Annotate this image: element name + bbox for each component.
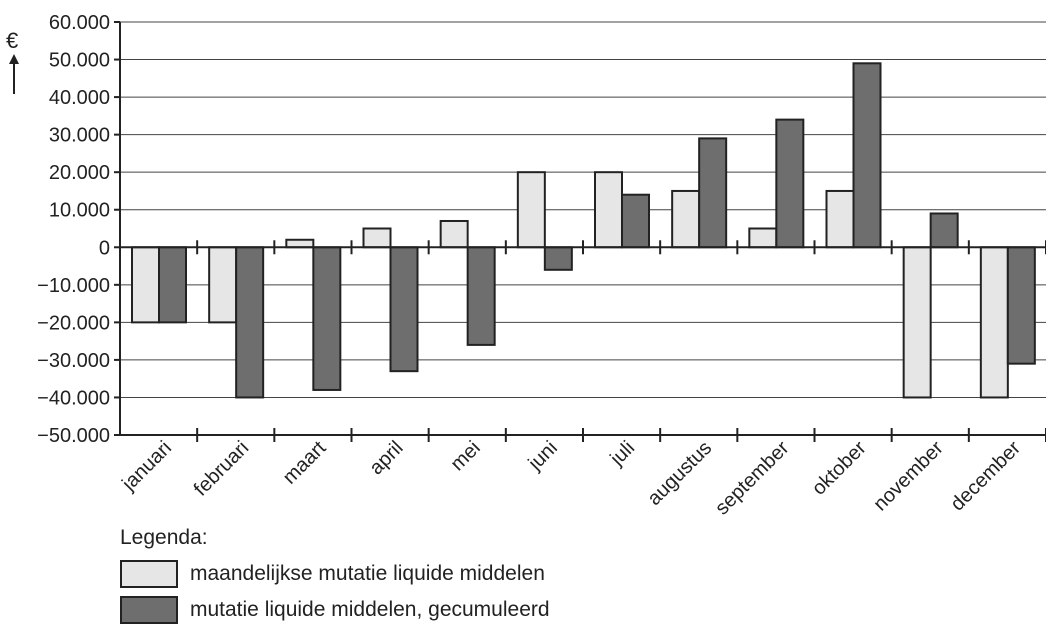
x-tick-label: mei	[446, 437, 484, 475]
y-tick-label: 30.000	[49, 125, 110, 147]
x-tick-label: december	[947, 437, 1026, 516]
bar-monthly-december	[979, 246, 1009, 399]
x-tick-label: november	[869, 437, 948, 516]
y-tick-label: 10.000	[49, 200, 110, 222]
legend-label-cumulative: mutatie liquide middelen, gecumuleerd	[190, 598, 550, 621]
x-tick-label: april	[365, 437, 407, 479]
x-tick-label: juli	[606, 437, 640, 471]
y-tick-label: −40.000	[37, 387, 110, 409]
bar-cumulative-mei	[466, 246, 496, 346]
y-tick-label: −10.000	[37, 275, 110, 297]
y-axis-unit-label: €	[6, 28, 18, 53]
bar-monthly-augustus	[671, 189, 701, 249]
bar-monthly-april	[362, 227, 392, 249]
bar-monthly-september	[748, 227, 778, 249]
y-tick-label: 20.000	[49, 162, 110, 184]
legend-label-monthly: maandelijkse mutatie liquide middelen	[190, 562, 545, 585]
legend-title: Legenda:	[120, 526, 208, 549]
x-tick-label: september	[711, 437, 794, 520]
legend: Legenda: maandelijkse mutatie liquide mi…	[120, 526, 550, 628]
bar-monthly-oktober	[825, 189, 855, 249]
x-tick-label: oktober	[808, 437, 871, 500]
legend-item-cumulative: mutatie liquide middelen, gecumuleerd	[120, 592, 550, 628]
bar-monthly-februari	[208, 246, 238, 324]
bar-monthly-mei	[439, 219, 469, 249]
bar-cumulative-april	[389, 246, 419, 373]
bars	[131, 62, 1036, 399]
bar-monthly-juli	[594, 171, 623, 249]
bar-cumulative-januari	[158, 246, 187, 324]
bar-cumulative-juni	[543, 246, 573, 271]
x-tick-label: februari	[190, 437, 254, 501]
y-tick-label: −20.000	[37, 312, 110, 334]
bar-chart: −50.000 −40.000 −30.000 −20.000 −10.000 0 10.0…	[6, 12, 1046, 520]
x-tick-label: maart	[279, 437, 331, 489]
bar-cumulative-februari	[235, 246, 265, 399]
x-tick-label: juni	[524, 437, 562, 475]
x-tick-label: januari	[117, 437, 176, 496]
y-tick-label: 50.000	[49, 50, 110, 72]
bar-monthly-juni	[516, 171, 546, 249]
bar-monthly-november	[902, 246, 932, 399]
bar-cumulative-augustus	[698, 137, 728, 249]
y-tick-label: −30.000	[37, 350, 110, 372]
bar-monthly-januari	[131, 246, 160, 324]
axes	[114, 21, 1046, 442]
y-tick-label: −50.000	[37, 425, 110, 447]
x-tick-label: augustus	[643, 437, 716, 510]
legend-swatch-cumulative	[120, 596, 178, 624]
bar-cumulative-november	[929, 212, 959, 249]
legend-swatch-monthly	[120, 560, 178, 588]
y-tick-label: 0	[99, 237, 110, 259]
bar-cumulative-oktober	[852, 62, 882, 249]
bar-cumulative-maart	[312, 246, 342, 391]
y-tick-label: 60.000	[49, 12, 110, 34]
bar-cumulative-juli	[621, 193, 650, 249]
y-tick-labels: −50.000 −40.000 −30.000 −20.000 −10.000 0 10.0…	[37, 12, 110, 447]
bar-monthly-maart	[285, 238, 315, 249]
y-tick-label: 40.000	[49, 87, 110, 109]
bar-cumulative-december	[1006, 246, 1036, 365]
y-axis-arrow	[9, 54, 19, 94]
x-tick-labels: januari februari maart april mei juni juli augu…	[117, 437, 1025, 520]
bar-cumulative-september	[775, 118, 805, 249]
legend-item-monthly: maandelijkse mutatie liquide middelen	[120, 556, 550, 592]
